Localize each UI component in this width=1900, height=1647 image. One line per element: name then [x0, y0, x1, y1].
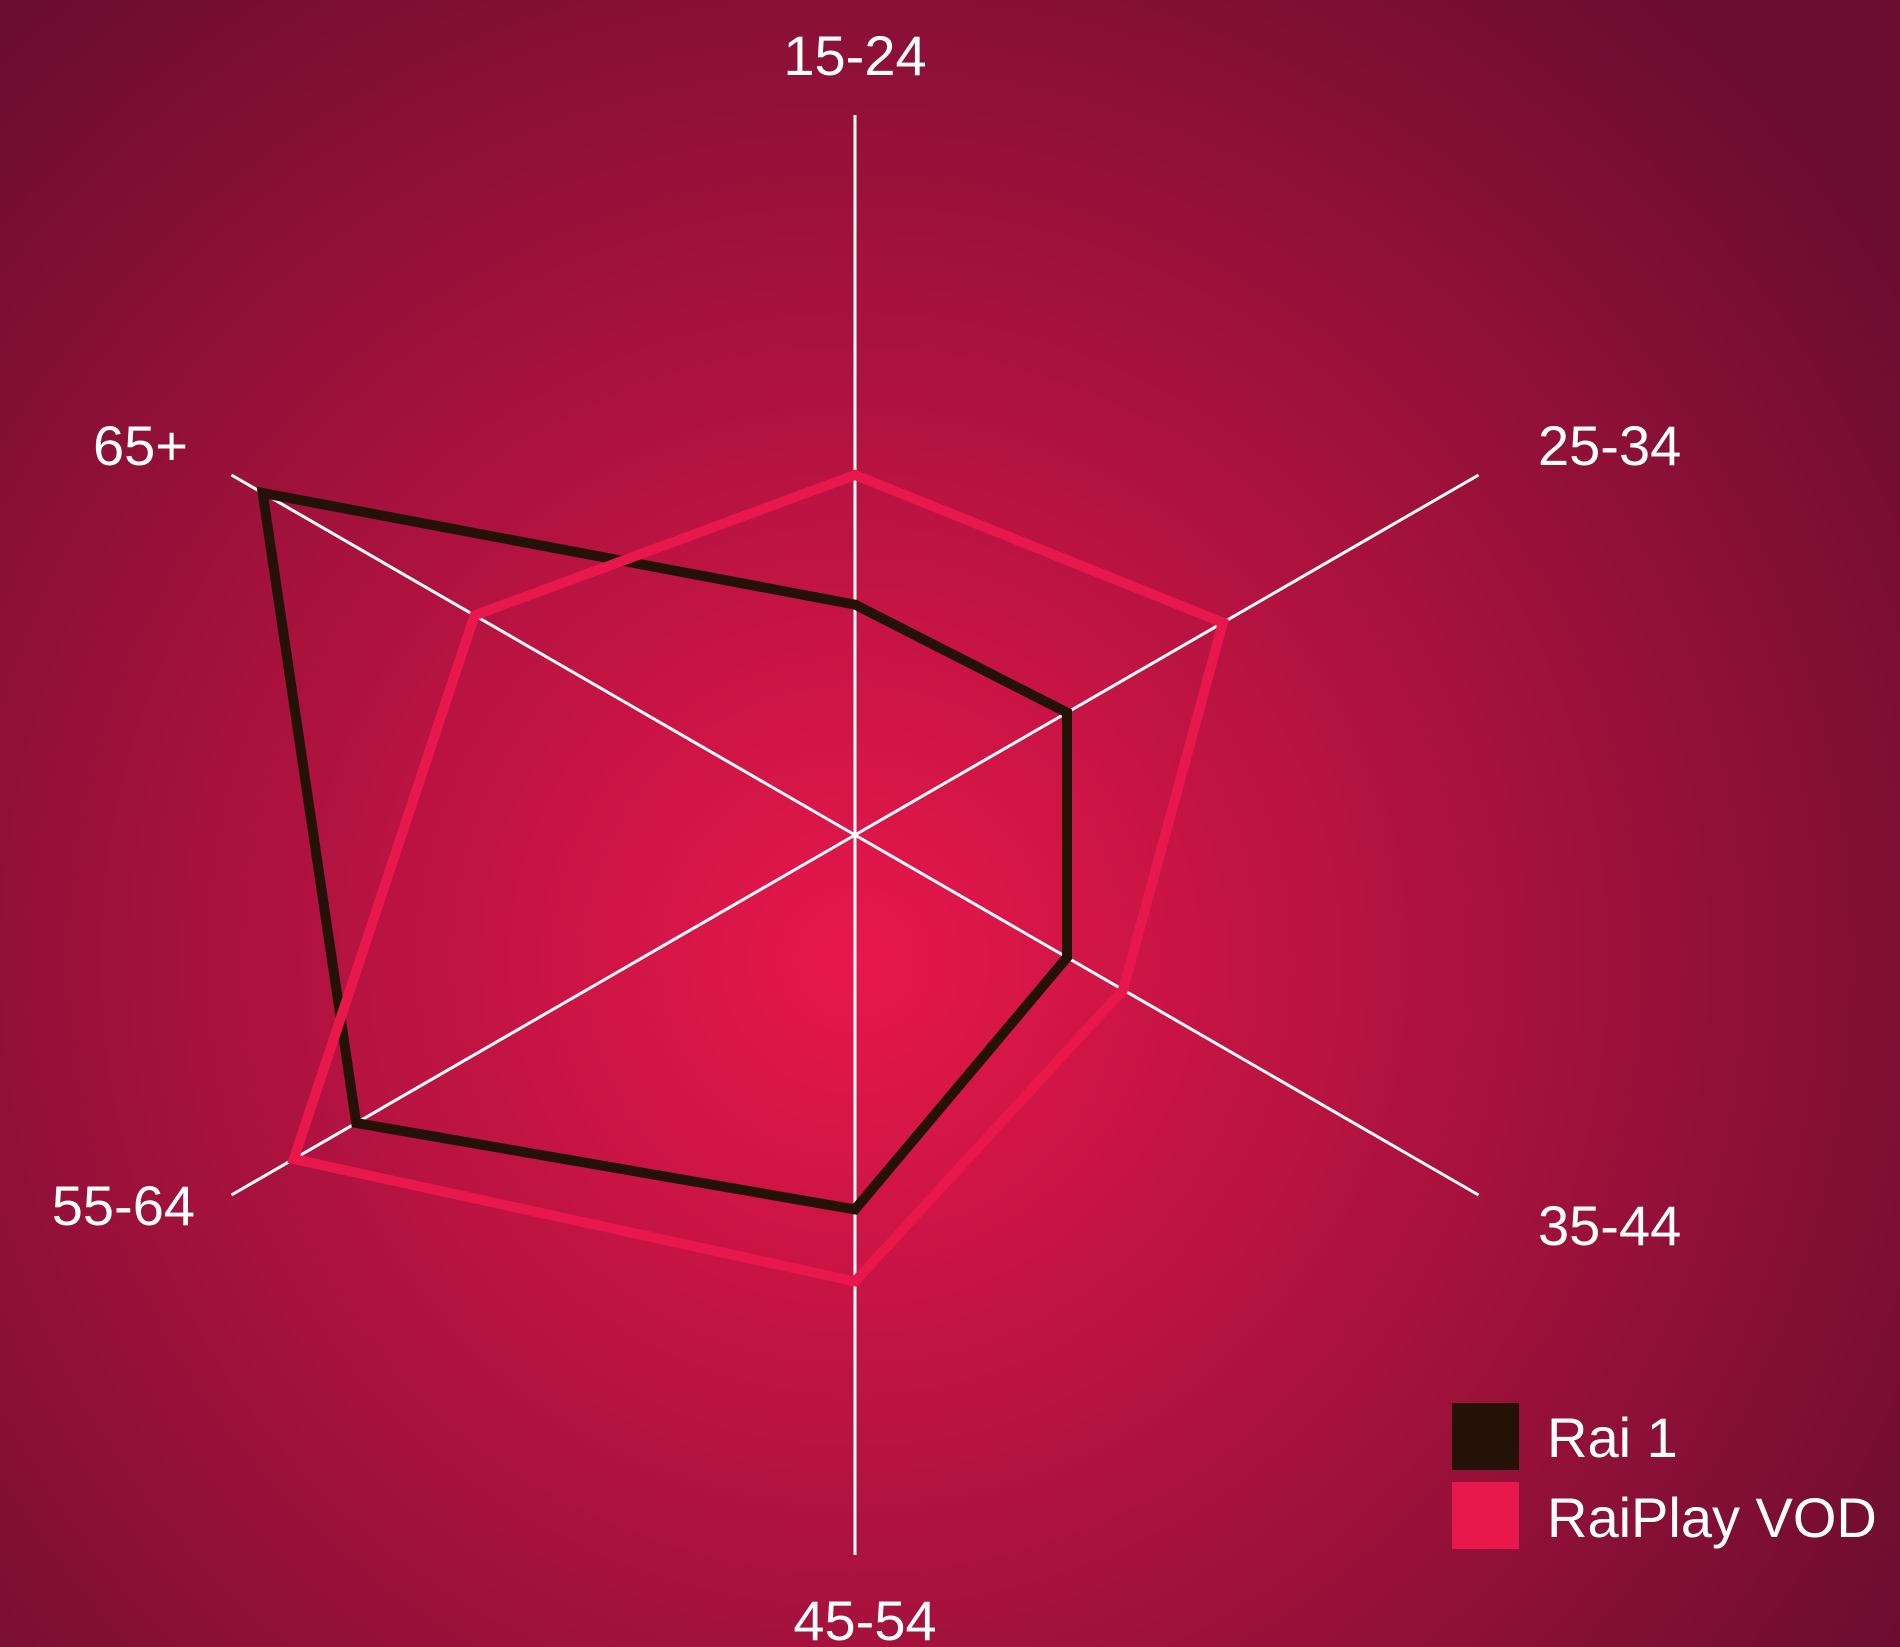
legend-swatch-raiplay-vod [1452, 1482, 1519, 1549]
axis-label-25-34: 25-34 [1538, 414, 1681, 477]
series-line-rai-1 [256, 486, 1072, 1215]
axis-label-55-64: 55-64 [52, 1174, 195, 1237]
radar-series [256, 469, 1229, 1287]
axis-label-15-24: 15-24 [783, 24, 926, 87]
axis-spoke-25-34 [854, 473, 1480, 837]
series-line-raiplay-vod [287, 469, 1229, 1287]
axis-label-35-44: 35-44 [1538, 1194, 1681, 1257]
legend-swatch-rai-1 [1452, 1403, 1519, 1470]
legend-label-raiplay-vod: RaiPlay VOD [1547, 1486, 1877, 1549]
axis-spoke-35-44 [854, 833, 1480, 1197]
legend: Rai 1 RaiPlay VOD [1452, 1403, 1877, 1549]
axis-labels: 15-24 25-34 35-44 45-54 55-64 65+ [52, 24, 1681, 1647]
radar-axes [230, 115, 1480, 1555]
axis-label-45-54: 45-54 [793, 1589, 936, 1647]
axis-spoke-65+ [230, 473, 856, 837]
axis-spoke-55-64 [230, 833, 856, 1197]
axis-label-65+: 65+ [93, 414, 188, 477]
legend-label-rai-1: Rai 1 [1547, 1406, 1678, 1469]
